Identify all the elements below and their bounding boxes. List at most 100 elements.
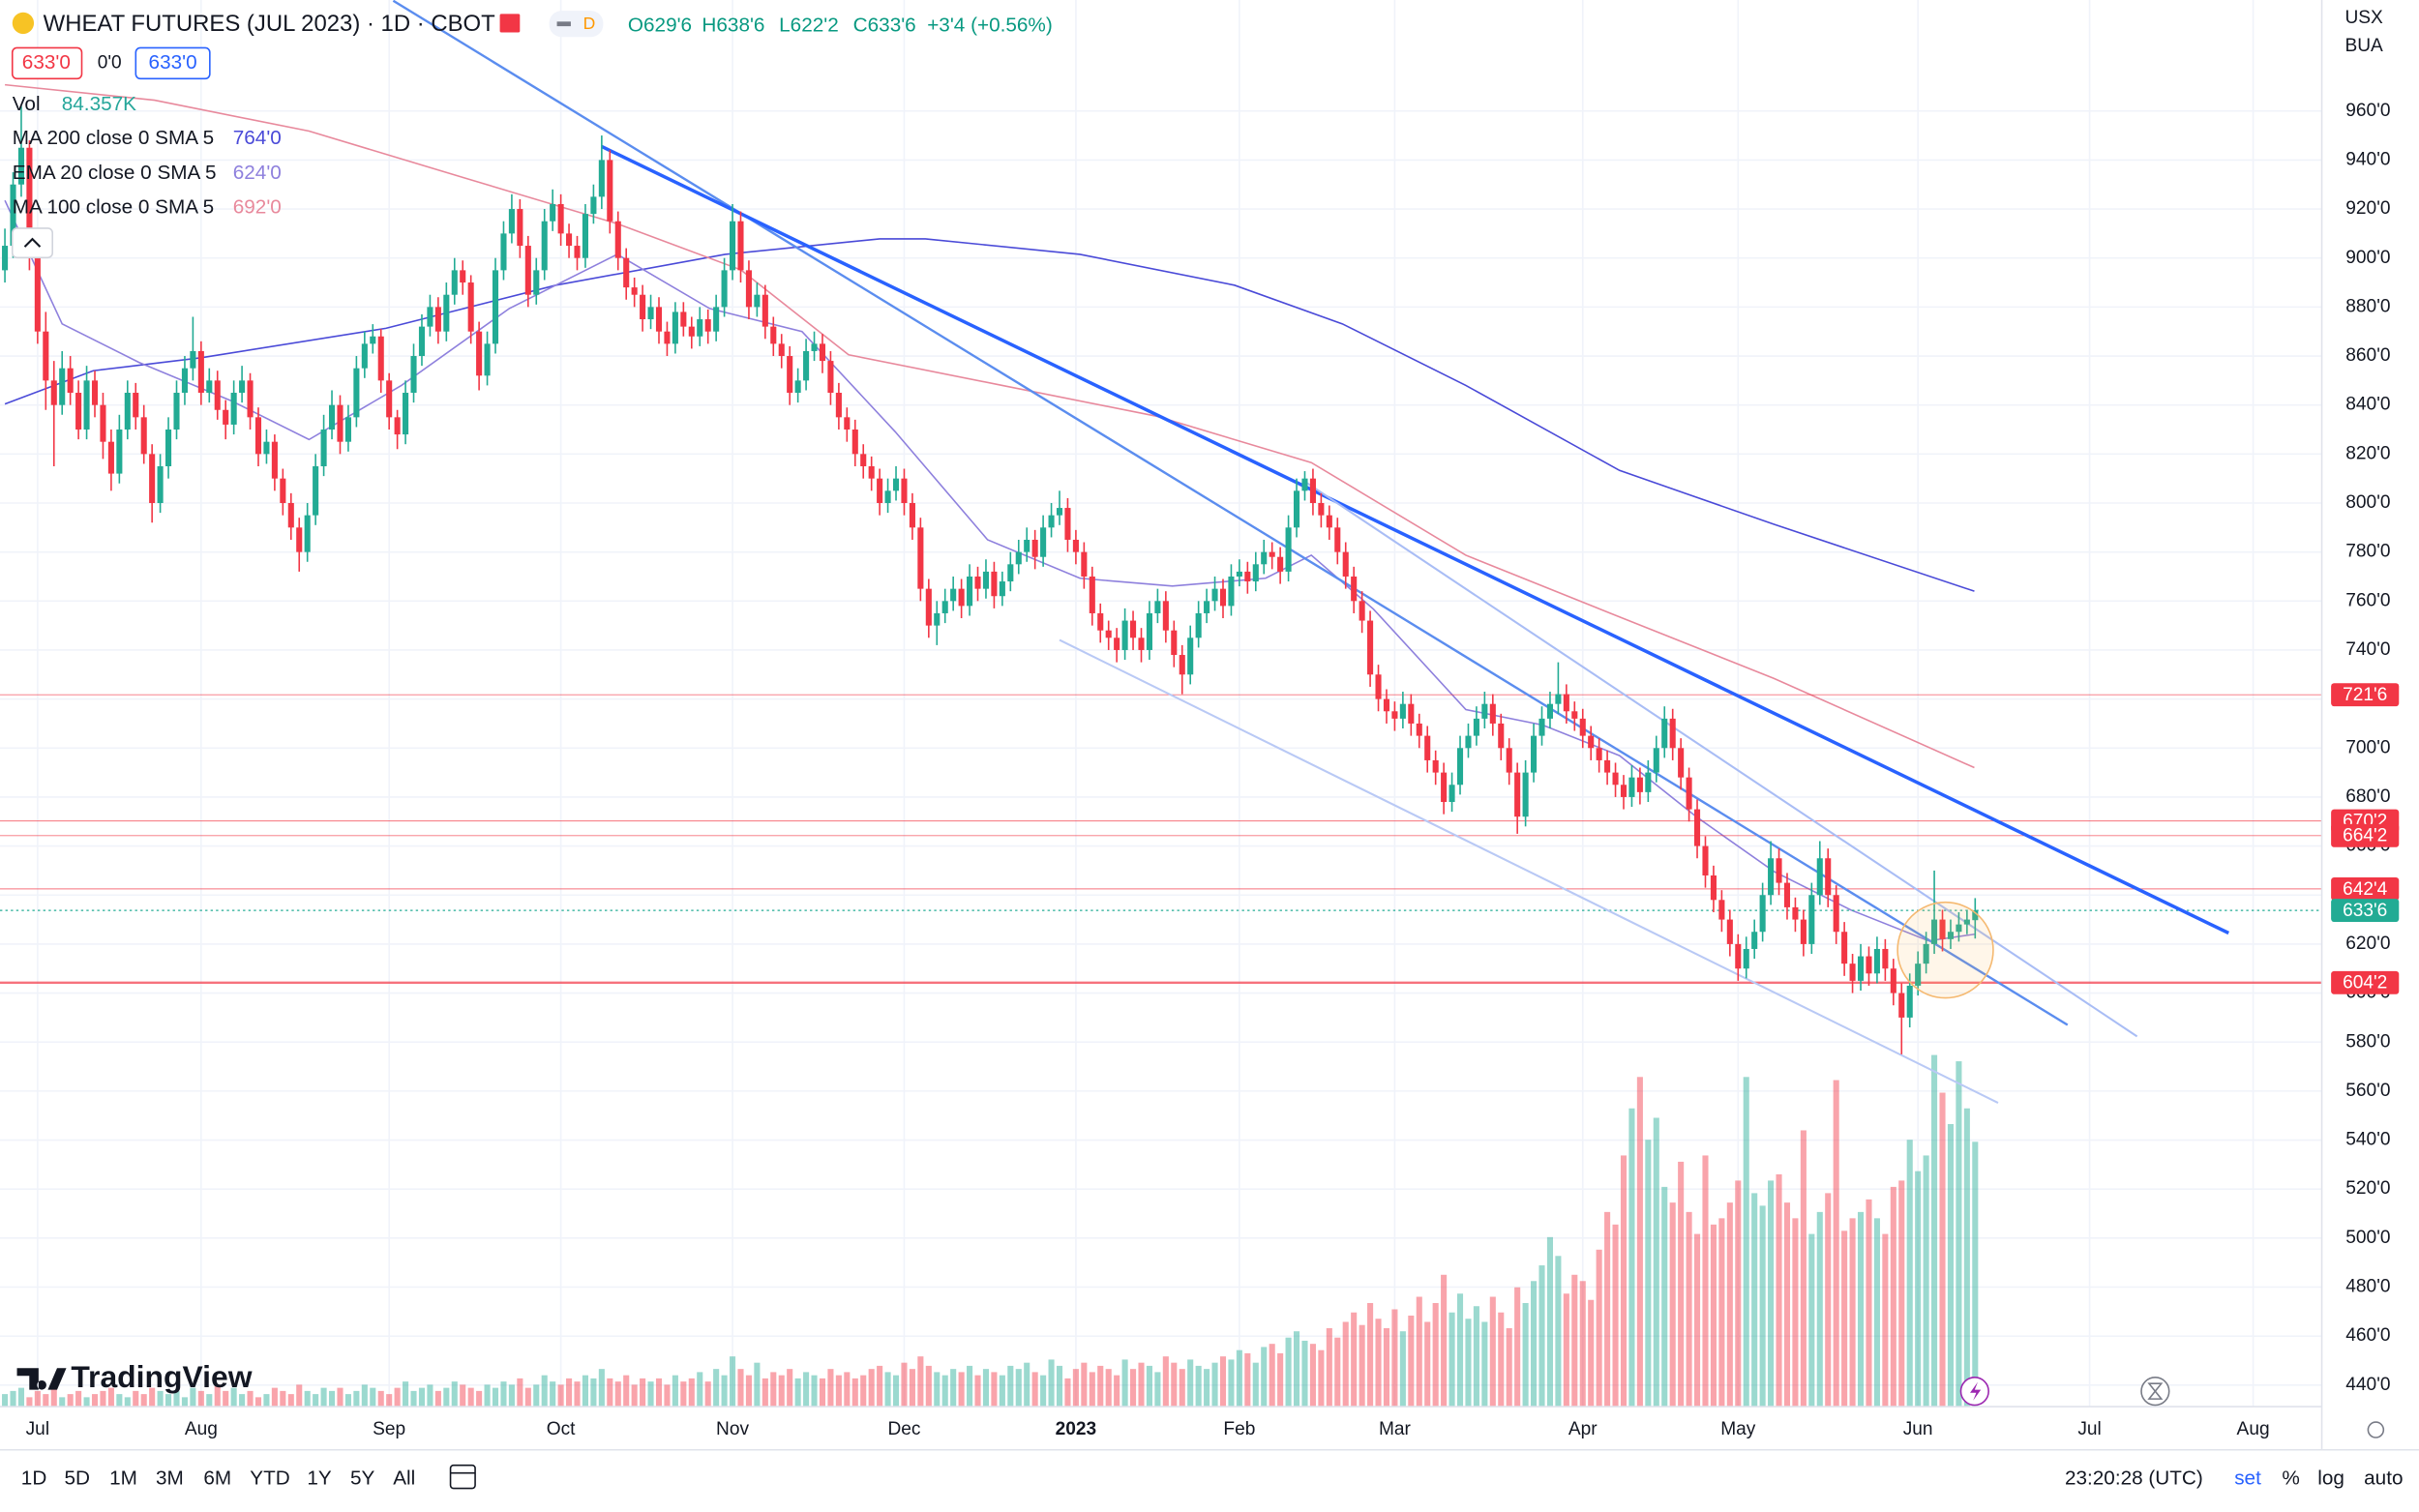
- candle-body: [418, 326, 426, 357]
- volume-bar: [10, 1390, 16, 1408]
- scale-option[interactable]: log: [2317, 1468, 2344, 1490]
- candle-body: [1898, 993, 1905, 1018]
- candle-body: [1211, 588, 1218, 602]
- sell-box[interactable]: [11, 46, 83, 80]
- trend-line[interactable]: [1303, 480, 2138, 1038]
- candle-body: [1972, 910, 1979, 921]
- period-button[interactable]: 3M: [156, 1468, 184, 1490]
- candle-body: [1743, 948, 1749, 969]
- period-button[interactable]: YTD: [250, 1468, 289, 1490]
- candle-body: [1064, 508, 1071, 540]
- candle-body: [1956, 924, 1962, 933]
- trend-line[interactable]: [601, 144, 2229, 935]
- candle-body: [1293, 490, 1300, 528]
- calendar-icon[interactable]: [449, 1464, 476, 1490]
- candle-body: [165, 430, 172, 466]
- volume-bar: [958, 1372, 965, 1408]
- candle-body: [1456, 748, 1464, 786]
- candle-body: [1024, 539, 1030, 552]
- volume-bar: [868, 1369, 875, 1408]
- candle-body: [1498, 723, 1505, 749]
- x-tick-label: May: [1720, 1419, 1756, 1439]
- candle-body: [1923, 943, 1929, 964]
- volume-bar: [1898, 1180, 1905, 1408]
- currency[interactable]: USX: [2344, 8, 2383, 28]
- candle-body: [582, 214, 588, 258]
- candle-body: [672, 311, 678, 344]
- candle-body: [1620, 785, 1628, 797]
- candle-body: [1906, 985, 1913, 1018]
- period-button[interactable]: 5Y: [350, 1468, 375, 1490]
- candle-body: [1424, 735, 1431, 760]
- candle-body: [223, 409, 229, 425]
- x-tick-label: Dec: [887, 1419, 920, 1439]
- volume-bar: [901, 1362, 908, 1408]
- scale-option[interactable]: set: [2234, 1468, 2261, 1490]
- x-tick-label: 2023: [1056, 1419, 1097, 1439]
- volume-bar: [1015, 1369, 1022, 1408]
- volume-bar: [230, 1387, 237, 1408]
- candle-body: [827, 361, 834, 394]
- unit[interactable]: BUA: [2344, 36, 2383, 56]
- buy-box[interactable]: [134, 46, 211, 80]
- volume-bar: [721, 1375, 728, 1408]
- volume-bar: [623, 1375, 630, 1408]
- volume-bar: [1678, 1161, 1685, 1408]
- trend-line[interactable]: [1059, 638, 1999, 1104]
- period-button[interactable]: 1M: [109, 1468, 137, 1490]
- period-button[interactable]: All: [393, 1468, 415, 1490]
- trend-line[interactable]: [392, 0, 2069, 1026]
- candle-body: [361, 343, 368, 369]
- symbol-title: WHEAT FUTURES (JUL 2023) · 1D · CBOT: [44, 11, 496, 37]
- candle-body: [1841, 932, 1848, 964]
- scale-option[interactable]: %: [2282, 1468, 2299, 1490]
- period-button[interactable]: 5D: [64, 1468, 89, 1490]
- volume-bar: [1506, 1327, 1512, 1408]
- volume-bar: [1391, 1309, 1398, 1408]
- volume-bar: [1489, 1296, 1496, 1408]
- candle-body: [607, 160, 613, 222]
- y-tick-label: 580'0: [2345, 1031, 2390, 1052]
- candle-body: [2, 246, 9, 271]
- candle-body: [754, 294, 761, 308]
- candle-body: [181, 368, 188, 394]
- candle-body: [403, 393, 409, 435]
- period-button[interactable]: 1D: [21, 1468, 46, 1490]
- candle-body: [1776, 858, 1782, 883]
- x-tick-label: Oct: [547, 1419, 576, 1439]
- candle-body: [1162, 601, 1169, 631]
- period-button[interactable]: 1Y: [307, 1468, 332, 1490]
- settings-icon[interactable]: [2367, 1421, 2385, 1438]
- candle-body: [467, 282, 474, 332]
- collapse-button[interactable]: [11, 227, 54, 259]
- candle-body: [1579, 718, 1586, 736]
- volume-bar: [206, 1394, 213, 1408]
- candle-body: [967, 576, 973, 607]
- candle-body: [1309, 478, 1316, 503]
- candle-body: [762, 294, 768, 327]
- candle-body: [1359, 601, 1365, 621]
- candle-body: [328, 404, 336, 430]
- candle-body: [1538, 718, 1545, 736]
- candle-body: [239, 380, 246, 394]
- indicator-value: 692'0: [233, 196, 282, 219]
- candle-body: [1653, 748, 1659, 773]
- flag-icon[interactable]: [499, 14, 521, 33]
- volume-bar: [730, 1356, 736, 1408]
- scale-option[interactable]: auto: [2364, 1468, 2403, 1490]
- volume-bar: [664, 1384, 671, 1408]
- bottom-toolbar: 1D 5D 1M 3M 6M YTD 1Y 5Y All 23:20:28 (UTC) set% lo…: [21, 1468, 2404, 1490]
- volume-bar: [1751, 1193, 1758, 1408]
- volume-bar: [337, 1387, 343, 1408]
- candle-body: [1522, 772, 1529, 817]
- candle-body: [280, 478, 286, 503]
- volume-bar: [190, 1387, 196, 1408]
- status-pill[interactable]: [549, 11, 604, 38]
- volume-bar: [1031, 1372, 1038, 1408]
- period-button[interactable]: 6M: [203, 1468, 231, 1490]
- candle-body: [664, 331, 671, 344]
- volume-bar: [165, 1394, 172, 1408]
- volume-bar: [254, 1397, 262, 1408]
- volume-bar: [1130, 1369, 1137, 1408]
- y-tick-label: 940'0: [2345, 149, 2390, 169]
